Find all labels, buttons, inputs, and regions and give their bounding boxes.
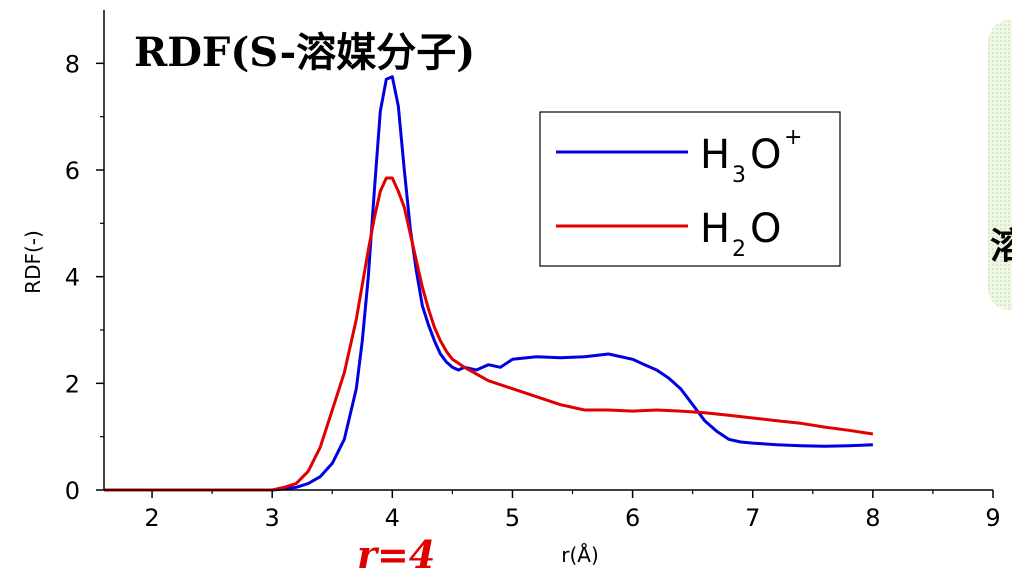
legend-label-base: H <box>700 132 730 178</box>
annotation-r4: r=4 <box>357 532 435 577</box>
legend-label-superscript: + <box>784 125 802 150</box>
legend-label-mid: O <box>750 206 781 252</box>
series-line-h2o <box>104 176 874 492</box>
y-tick-label: 2 <box>65 370 80 398</box>
legend-label-mid: O <box>750 132 781 178</box>
x-tick-label: 7 <box>745 504 760 532</box>
y-tick-label: 0 <box>65 477 80 505</box>
chart-title: RDF(S-溶媒分子) <box>134 29 475 76</box>
y-tick-label: 8 <box>65 50 80 78</box>
axes: 2 3 4 5 6 7 8 9 0 2 4 6 8 <box>65 10 1001 532</box>
legend-label-subscript: 3 <box>732 163 746 188</box>
side-panel <box>988 20 1012 310</box>
x-tick-label: 3 <box>265 504 280 532</box>
plot-area <box>104 75 874 492</box>
x-tick-label: 2 <box>144 504 159 532</box>
x-axis-label: r(Å) <box>561 543 599 567</box>
legend: H 3 O +H 2 O <box>539 111 841 267</box>
y-tick-label: 4 <box>65 264 80 292</box>
y-tick-label: 6 <box>65 157 80 185</box>
x-tick-label: 4 <box>385 504 400 532</box>
legend-box <box>539 111 841 267</box>
x-tick-label: 9 <box>985 504 1000 532</box>
x-tick-label: 8 <box>865 504 880 532</box>
side-panel-text: 溶 <box>990 226 1012 267</box>
legend-label-base: H <box>700 206 730 252</box>
y-axis-label: RDF(-) <box>21 230 45 294</box>
legend-label-subscript: 2 <box>732 237 746 262</box>
series-line-h3o <box>104 75 873 492</box>
x-tick-label: 5 <box>505 504 520 532</box>
x-tick-label: 6 <box>625 504 640 532</box>
